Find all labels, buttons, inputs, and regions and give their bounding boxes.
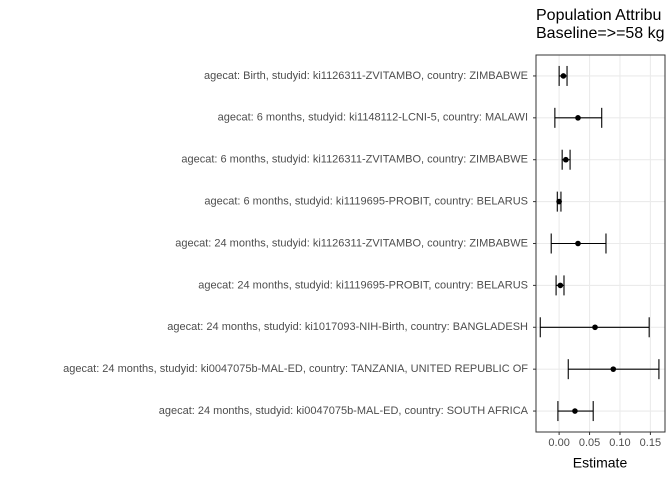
y-tick-label: agecat: 24 months, studyid: ki1017093-NI… (167, 321, 528, 333)
point (610, 366, 617, 372)
x-tick-label: 0.15 (640, 437, 661, 449)
point (592, 324, 598, 331)
point (572, 408, 578, 414)
y-tick-label: agecat: 6 months, studyid: ki1148112-LCN… (218, 112, 528, 124)
point (557, 282, 564, 289)
x-tick-label: 0.10 (609, 437, 630, 449)
x-axis-title: Estimate (573, 455, 628, 471)
x-tick-label: 0.05 (579, 437, 600, 449)
chart-title: Population Attribu (536, 7, 661, 24)
y-tick-label: agecat: 6 months, studyid: ki1119695-PRO… (204, 196, 528, 208)
chart-subtitle: Baseline=>=58 kg (536, 25, 665, 42)
point (575, 240, 581, 247)
point (556, 198, 562, 205)
y-tick-label: agecat: 6 months, studyid: ki1126311-ZVI… (181, 154, 528, 166)
point (575, 115, 581, 121)
y-tick-label: agecat: 24 months, studyid: ki1126311-ZV… (175, 237, 528, 249)
y-tick-label: agecat: 24 months, studyid: ki1119695-PR… (198, 279, 528, 291)
x-tick-label: 0.00 (548, 437, 569, 449)
y-tick-label: agecat: 24 months, studyid: ki0047075b-M… (63, 363, 528, 375)
y-tick-label: agecat: 24 months, studyid: ki0047075b-M… (159, 405, 529, 417)
y-tick-label: agecat: Birth, studyid: ki1126311-ZVITAM… (204, 70, 528, 82)
point (560, 73, 567, 79)
point (563, 156, 569, 163)
panel-border (535, 54, 666, 433)
